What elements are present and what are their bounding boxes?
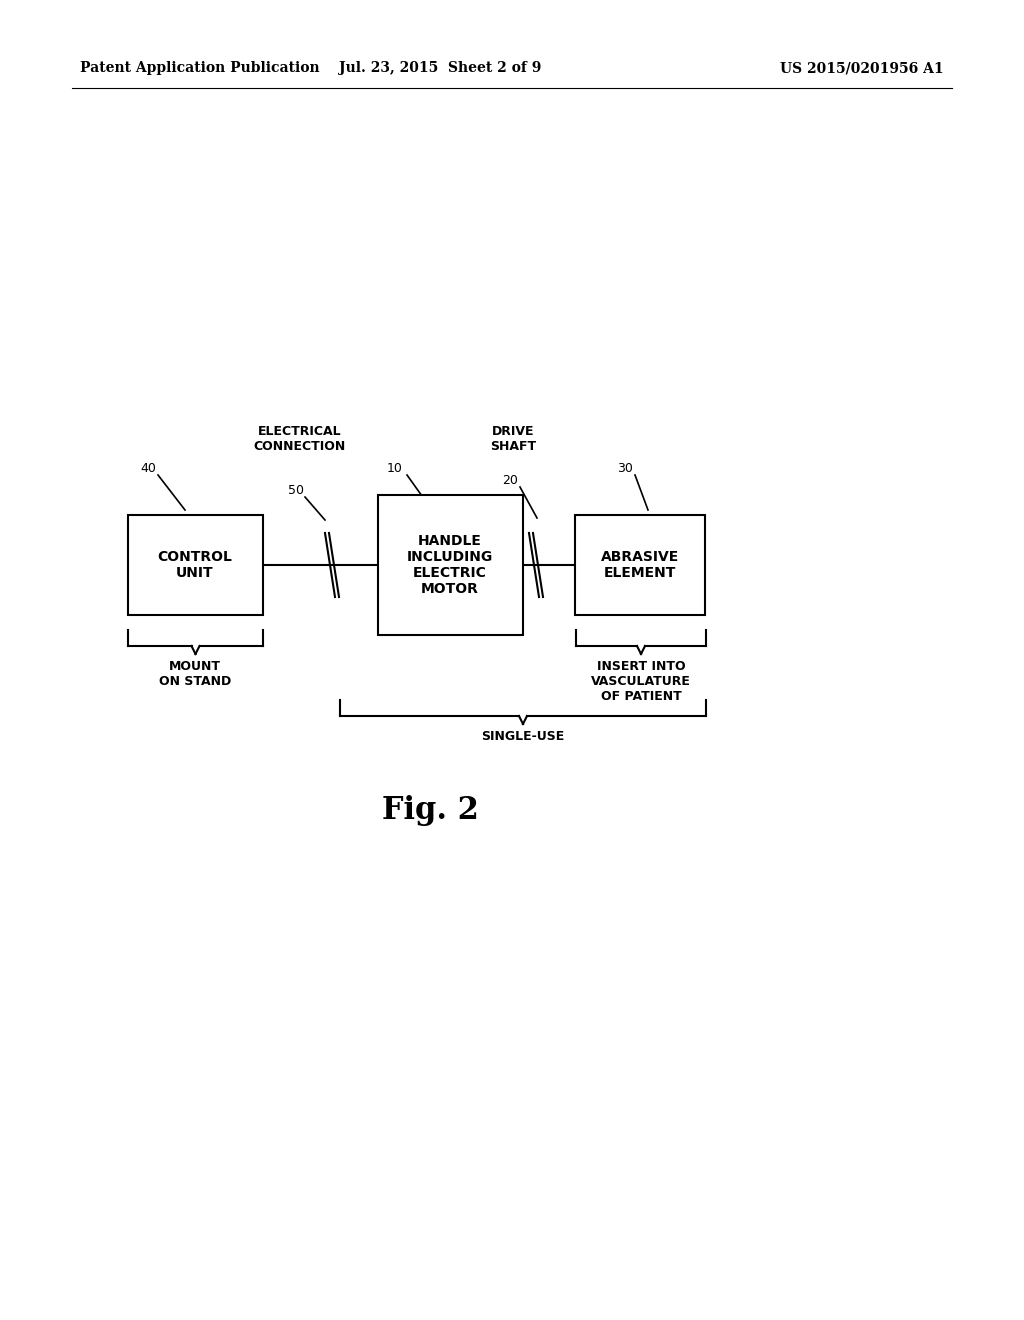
Text: Jul. 23, 2015  Sheet 2 of 9: Jul. 23, 2015 Sheet 2 of 9 — [339, 61, 542, 75]
Text: Patent Application Publication: Patent Application Publication — [80, 61, 319, 75]
Text: 50: 50 — [288, 483, 304, 496]
Text: 20: 20 — [502, 474, 518, 487]
Text: 40: 40 — [140, 462, 156, 474]
Text: CONTROL
UNIT: CONTROL UNIT — [158, 550, 232, 579]
Text: DRIVE
SHAFT: DRIVE SHAFT — [489, 425, 536, 453]
Text: 10: 10 — [387, 462, 402, 474]
Bar — [128, 515, 262, 615]
Text: ELECTRICAL
CONNECTION: ELECTRICAL CONNECTION — [254, 425, 346, 453]
Text: SINGLE-USE: SINGLE-USE — [481, 730, 564, 743]
Text: ABRASIVE
ELEMENT: ABRASIVE ELEMENT — [601, 550, 679, 579]
Bar — [378, 495, 522, 635]
Bar — [575, 515, 705, 615]
Text: HANDLE
INCLUDING
ELECTRIC
MOTOR: HANDLE INCLUDING ELECTRIC MOTOR — [407, 533, 494, 597]
Text: 30: 30 — [617, 462, 633, 474]
Text: Fig. 2: Fig. 2 — [382, 795, 478, 825]
Text: US 2015/0201956 A1: US 2015/0201956 A1 — [780, 61, 944, 75]
Text: INSERT INTO
VASCULATURE
OF PATIENT: INSERT INTO VASCULATURE OF PATIENT — [591, 660, 691, 704]
Text: MOUNT
ON STAND: MOUNT ON STAND — [159, 660, 231, 688]
